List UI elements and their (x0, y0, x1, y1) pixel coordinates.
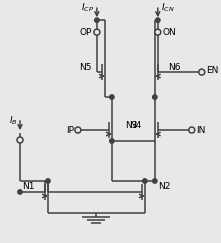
Text: N3: N3 (125, 121, 137, 130)
Text: N1: N1 (23, 182, 35, 191)
Text: N4: N4 (130, 121, 142, 130)
Circle shape (153, 179, 157, 183)
Text: N2: N2 (158, 182, 170, 191)
Text: $I_{CN}$: $I_{CN}$ (161, 2, 174, 14)
Text: $I_{CP}$: $I_{CP}$ (81, 2, 94, 14)
Text: $I_B$: $I_B$ (9, 115, 18, 127)
Text: OP: OP (80, 28, 92, 37)
Circle shape (75, 127, 81, 133)
Circle shape (17, 137, 23, 143)
Circle shape (18, 190, 22, 194)
Text: IP: IP (66, 126, 74, 135)
Text: ON: ON (163, 28, 177, 37)
Circle shape (199, 69, 205, 75)
Circle shape (143, 179, 147, 183)
Text: N6: N6 (168, 63, 180, 72)
Circle shape (189, 127, 195, 133)
Circle shape (46, 179, 50, 183)
Circle shape (95, 18, 99, 22)
Circle shape (110, 95, 114, 99)
Text: EN: EN (206, 66, 218, 75)
Text: N5: N5 (79, 63, 92, 72)
Text: IN: IN (196, 126, 205, 135)
Circle shape (155, 29, 161, 35)
Circle shape (110, 139, 114, 143)
Circle shape (94, 29, 100, 35)
Circle shape (153, 95, 157, 99)
Circle shape (156, 18, 160, 22)
